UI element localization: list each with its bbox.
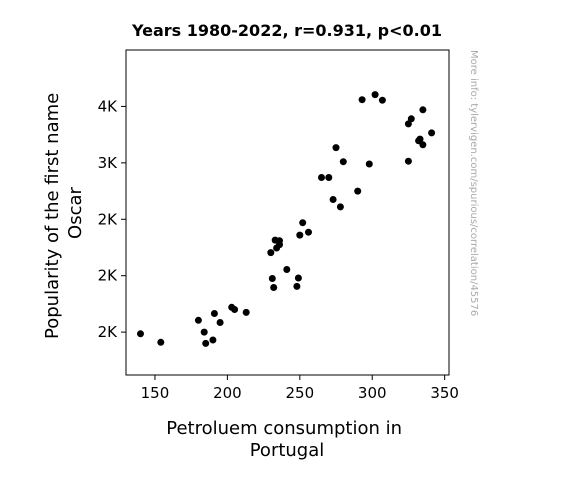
chart-title: Years 1980-2022, r=0.931, p<0.01 bbox=[131, 21, 442, 40]
data-point bbox=[358, 96, 366, 104]
data-point bbox=[339, 158, 347, 166]
x-tick-label: 250 bbox=[285, 384, 314, 402]
data-point bbox=[157, 338, 165, 346]
x-axis-ticks: 150 200 250 300 350 bbox=[141, 375, 459, 402]
data-point bbox=[419, 106, 427, 114]
data-point bbox=[428, 129, 436, 137]
x-tick-label: 300 bbox=[358, 384, 387, 402]
data-point bbox=[293, 282, 301, 290]
watermark-text: More info: tylervigen.com/spurious/corre… bbox=[468, 50, 479, 316]
y-tick-label: 2K bbox=[98, 267, 119, 285]
y-axis-label-group: Popularity of the first name Oscar bbox=[42, 87, 86, 339]
watermark-group: More info: tylervigen.com/spurious/corre… bbox=[468, 50, 479, 316]
data-point bbox=[329, 196, 337, 203]
x-axis-label-line-1: Petroluem consumption in bbox=[166, 418, 402, 439]
data-point bbox=[336, 203, 344, 211]
data-point bbox=[267, 249, 275, 257]
x-tick-label: 200 bbox=[213, 384, 242, 402]
data-point bbox=[202, 339, 210, 347]
data-point bbox=[365, 160, 373, 168]
data-point bbox=[419, 141, 427, 149]
data-point bbox=[200, 328, 208, 336]
data-point bbox=[404, 157, 412, 165]
data-point bbox=[318, 174, 325, 181]
data-point bbox=[332, 144, 340, 152]
data-point bbox=[407, 115, 415, 123]
data-point bbox=[296, 231, 304, 239]
data-point bbox=[283, 266, 291, 273]
x-tick-label: 350 bbox=[430, 384, 459, 402]
data-point bbox=[371, 91, 379, 99]
x-axis-label-line-2: Portugal bbox=[250, 440, 325, 461]
data-point bbox=[210, 310, 218, 317]
data-point bbox=[404, 120, 412, 128]
y-axis-label-line-1: Popularity of the first name bbox=[42, 93, 63, 339]
data-points bbox=[137, 91, 436, 347]
data-point bbox=[294, 274, 302, 282]
data-point bbox=[354, 187, 362, 195]
data-point bbox=[299, 219, 307, 227]
data-point bbox=[276, 237, 283, 245]
y-axis-ticks: 2K 2K 2K 3K 4K bbox=[98, 97, 126, 341]
data-point bbox=[194, 316, 202, 324]
data-point bbox=[268, 275, 276, 282]
data-point bbox=[416, 135, 424, 143]
data-point bbox=[378, 96, 386, 104]
plot-area-frame bbox=[125, 49, 450, 376]
y-tick-label: 3K bbox=[98, 154, 119, 172]
y-axis-label-line-2: Oscar bbox=[65, 186, 86, 238]
data-point bbox=[305, 228, 312, 236]
data-point bbox=[209, 336, 217, 344]
data-point bbox=[137, 330, 144, 338]
data-point bbox=[216, 319, 224, 326]
data-point bbox=[270, 284, 278, 291]
y-tick-label: 2K bbox=[98, 210, 119, 228]
data-point bbox=[242, 308, 250, 316]
x-axis-label: Petroluem consumption in Portugal bbox=[166, 418, 408, 461]
data-point bbox=[231, 306, 239, 313]
y-tick-label: 2K bbox=[98, 323, 119, 341]
y-axis-label: Popularity of the first name Oscar bbox=[42, 87, 86, 339]
x-tick-label: 150 bbox=[141, 384, 170, 402]
data-point bbox=[325, 174, 333, 181]
y-tick-label: 4K bbox=[98, 97, 119, 115]
